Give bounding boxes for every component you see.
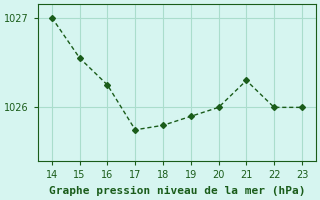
X-axis label: Graphe pression niveau de la mer (hPa): Graphe pression niveau de la mer (hPa) xyxy=(49,186,305,196)
